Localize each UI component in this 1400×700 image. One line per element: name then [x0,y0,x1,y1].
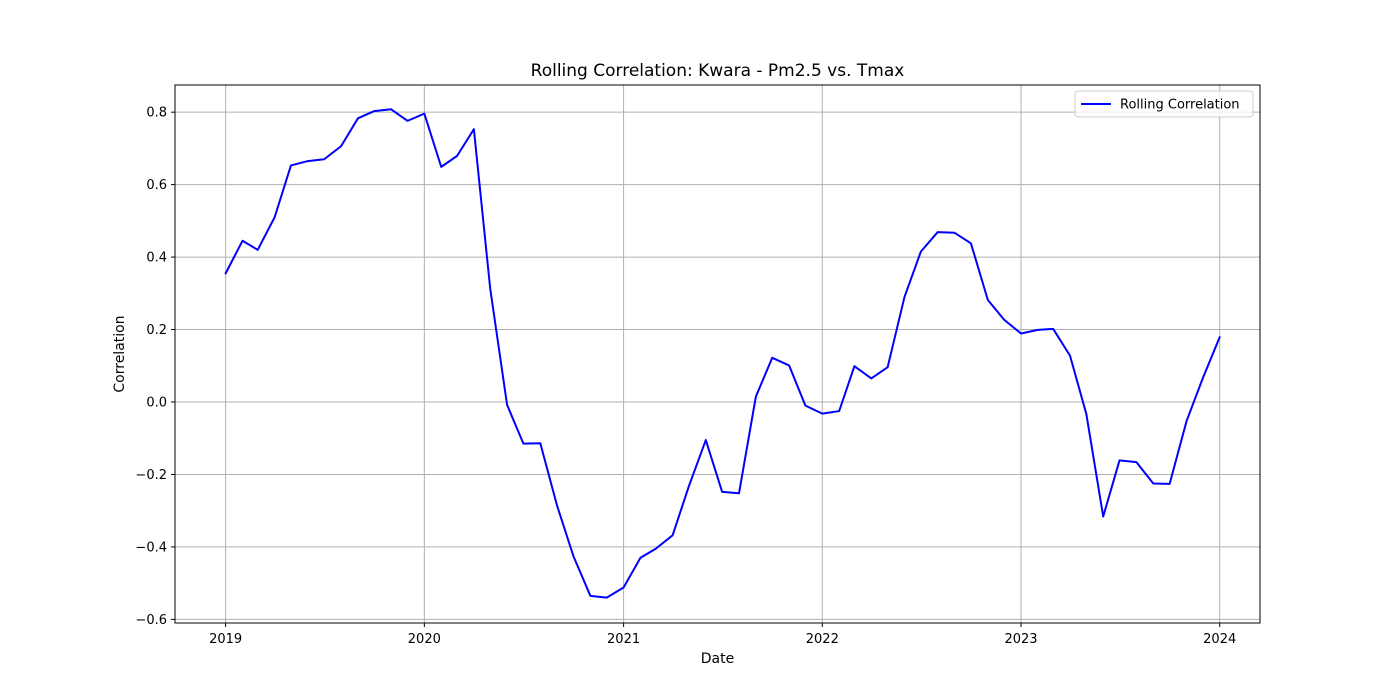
x-tick-label: 2023 [1004,632,1037,647]
plot-area-frame [174,84,1261,624]
x-axis-title: Date [701,651,734,667]
legend: Rolling Correlation [1074,90,1254,118]
x-tick-label: 2022 [806,632,839,647]
y-tick-label: 0.2 [146,323,167,338]
y-tick-label: −0.4 [135,540,167,555]
x-axis-ticks: 2019 2020 2021 2022 2023 2024 [209,623,1236,647]
legend-box [1074,90,1254,118]
x-tick-label: 2019 [209,632,242,647]
legend-label: Rolling Correlation [1120,98,1240,113]
y-axis-title: Correlation [112,315,128,392]
series-line-rolling-correlation [224,108,1221,599]
series-layer [224,108,1221,599]
y-tick-label: 0.6 [146,178,167,193]
y-tick-label: 0.4 [146,251,167,266]
y-tick-label: −0.6 [135,613,167,628]
y-tick-label: 0.8 [146,106,167,121]
y-axis-ticks: −0.6 −0.4 −0.2 0.0 0.2 0.4 0.6 0.8 [135,106,175,628]
x-tick-label: 2020 [408,632,441,647]
y-tick-label: 0.0 [146,396,167,411]
chart-title: Rolling Correlation: Kwara - Pm2.5 vs. T… [531,61,905,81]
y-tick-label: −0.2 [135,468,167,483]
grid-lines [175,85,1260,623]
x-tick-label: 2021 [607,632,640,647]
x-tick-label: 2024 [1203,632,1236,647]
